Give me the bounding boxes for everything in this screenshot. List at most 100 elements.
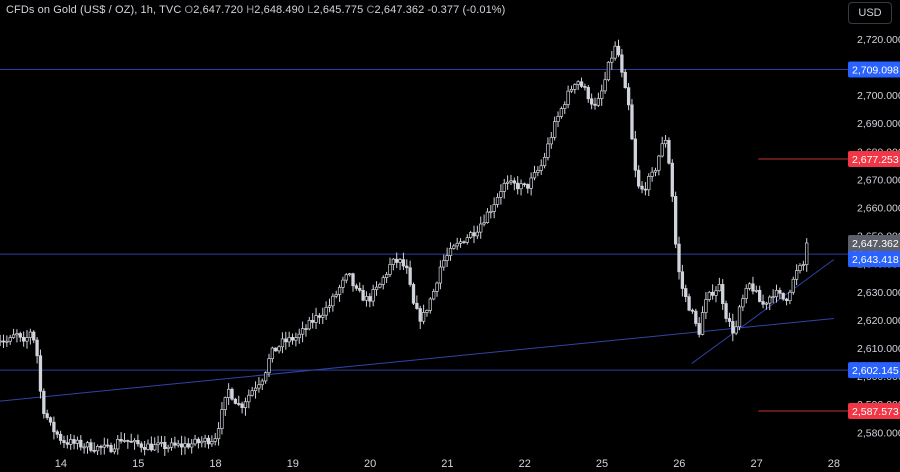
candle-body	[522, 183, 527, 186]
candle-body	[512, 180, 516, 184]
symbol-header: CFDs on Gold (US$ / OZ), 1h, TVC O2,647.…	[6, 4, 505, 16]
candle-body	[660, 143, 664, 157]
candle-body	[754, 289, 758, 292]
candle-body	[603, 79, 607, 92]
x-tick-label: 25	[596, 458, 608, 470]
level-price-label-bg	[848, 151, 900, 168]
candle-body	[448, 247, 453, 256]
candle-body	[569, 89, 574, 92]
candle-body	[65, 442, 69, 445]
candle-body	[206, 437, 211, 445]
candle-body	[169, 442, 174, 448]
candle-body	[186, 443, 190, 448]
candle-body	[384, 274, 389, 279]
candle-body	[502, 183, 506, 192]
candle-body	[670, 162, 674, 197]
candle-body	[334, 294, 338, 297]
candle-body	[677, 243, 681, 273]
trendline	[0, 318, 834, 402]
y-tick-label: 2,660.000	[857, 202, 900, 214]
candle-body	[163, 441, 167, 449]
candle-body	[573, 84, 577, 90]
horizontal-levels	[0, 69, 848, 412]
candle-body	[263, 372, 268, 382]
candle-body	[1, 340, 6, 343]
y-tick-label: 2,630.000	[857, 287, 900, 299]
candle-body	[230, 388, 234, 400]
candle-body	[768, 296, 772, 304]
candle-body	[633, 138, 637, 171]
candle-body	[116, 439, 120, 450]
y-tick-label: 2,580.000	[857, 427, 900, 439]
candle-body	[529, 177, 533, 189]
candle-body	[122, 440, 127, 442]
x-tick-label: 26	[673, 458, 685, 470]
candle-body	[270, 347, 275, 360]
candle-body	[794, 270, 799, 280]
candle-body	[421, 312, 426, 322]
candle-body	[398, 259, 402, 263]
candle-body	[35, 339, 39, 357]
candle-body	[210, 441, 214, 445]
candle-body	[613, 45, 617, 59]
candle-body	[243, 401, 248, 408]
candle-body	[42, 390, 46, 414]
candle-body	[566, 90, 570, 105]
candle-body	[213, 438, 217, 442]
candle-body	[18, 333, 22, 338]
candle-body	[290, 337, 295, 341]
candle-body	[267, 358, 271, 374]
change-value: -0.377 (-0.01%)	[427, 4, 506, 16]
candle-body	[536, 170, 540, 173]
low-label: L	[307, 4, 314, 16]
candle-body	[731, 321, 735, 334]
candle-body	[663, 139, 668, 145]
level-price-label-bg	[848, 61, 900, 78]
candle-body	[640, 185, 644, 190]
candle-body	[374, 286, 379, 290]
candle-body	[139, 443, 143, 448]
candle-body	[458, 241, 463, 244]
candle-body	[280, 338, 285, 348]
candle-body	[734, 326, 738, 334]
candle-body	[559, 108, 564, 117]
candle-body	[8, 337, 12, 342]
candle-body	[761, 301, 765, 305]
candle-body	[485, 211, 490, 223]
y-tick-label: 2,690.000	[857, 118, 900, 130]
candle-body	[764, 302, 769, 305]
currency-button[interactable]: USD	[848, 2, 892, 24]
candle-body	[408, 267, 412, 285]
candle-body	[173, 442, 177, 446]
candle-body	[237, 403, 241, 405]
low-value: 2,645.775	[313, 4, 364, 16]
x-tick-label: 22	[519, 458, 531, 470]
candle-body	[727, 318, 732, 322]
candle-body	[758, 289, 762, 302]
candle-body	[721, 284, 725, 304]
x-tick-label: 28	[828, 458, 840, 470]
candle-body	[220, 409, 224, 429]
candle-body	[69, 439, 73, 445]
candle-body	[371, 289, 375, 302]
candle-body	[102, 444, 106, 448]
candle-body	[791, 278, 795, 293]
candle-body	[82, 446, 86, 449]
open-label: O	[184, 4, 194, 16]
candle-body	[106, 444, 110, 447]
candle-body	[378, 283, 382, 288]
candle-body	[159, 441, 164, 444]
candle-body	[179, 443, 184, 448]
candle-body	[196, 438, 201, 444]
candle-body	[361, 289, 365, 301]
candle-body	[156, 442, 160, 446]
candle-body	[5, 340, 9, 343]
candle-body	[653, 170, 658, 173]
candle-body	[623, 71, 627, 89]
candle-body	[260, 380, 264, 386]
candle-body	[479, 223, 483, 233]
candle-body	[227, 388, 231, 398]
price-labels: 2,709.098 2,643.418 2,602.145 2,677.253 2,58…	[848, 61, 900, 420]
candle-body	[687, 296, 691, 311]
